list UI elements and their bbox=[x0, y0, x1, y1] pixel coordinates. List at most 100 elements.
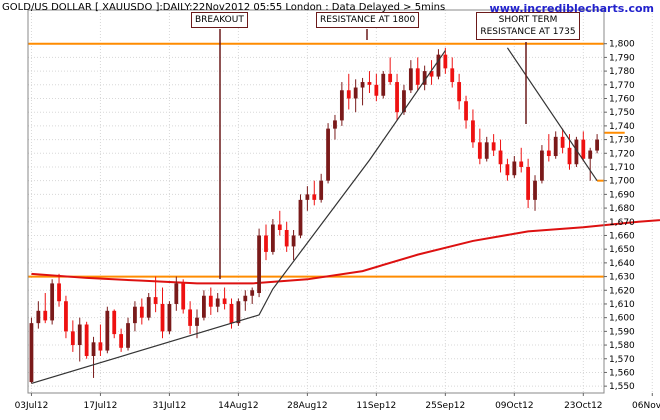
candle-body bbox=[208, 295, 213, 307]
candle-body bbox=[408, 68, 413, 91]
callout-pointers bbox=[219, 29, 527, 279]
candle bbox=[36, 301, 41, 329]
y-tick-label: 1,790 bbox=[609, 53, 635, 63]
candle-body bbox=[250, 290, 255, 296]
candle-body bbox=[533, 180, 537, 200]
candle bbox=[395, 73, 399, 121]
candle bbox=[181, 279, 186, 314]
y-tick-label: 1,700 bbox=[609, 177, 635, 187]
candle-body bbox=[567, 147, 572, 165]
candle-body bbox=[353, 87, 358, 99]
candle-body bbox=[512, 161, 517, 176]
candle bbox=[167, 301, 172, 335]
candle bbox=[57, 273, 61, 307]
candles bbox=[29, 47, 599, 384]
trendlines bbox=[31, 47, 598, 384]
candle-body bbox=[339, 90, 344, 121]
candle-body bbox=[291, 235, 296, 247]
candle bbox=[50, 279, 55, 325]
candle bbox=[471, 109, 475, 148]
callout-resistance-1800: RESISTANCE AT 1800 bbox=[316, 12, 420, 28]
grid bbox=[28, 10, 653, 393]
candle-body bbox=[264, 235, 268, 252]
callout-breakout-label: BREAKOUT bbox=[195, 15, 244, 25]
candle bbox=[243, 290, 248, 311]
candle bbox=[436, 49, 441, 80]
candle-body bbox=[98, 342, 103, 351]
y-tick-label: 1,710 bbox=[609, 163, 635, 173]
candle bbox=[553, 131, 558, 159]
candle bbox=[305, 186, 310, 211]
candle bbox=[119, 328, 124, 352]
candle bbox=[374, 73, 379, 102]
candle bbox=[222, 287, 227, 310]
candle bbox=[588, 147, 593, 181]
y-tick-label: 1,660 bbox=[609, 231, 635, 241]
callout-short-term-line2: RESISTANCE AT 1735 bbox=[480, 27, 576, 37]
candle bbox=[174, 276, 179, 311]
candle-body bbox=[526, 166, 531, 200]
x-tick-label: 25Sep12 bbox=[425, 401, 465, 411]
candle-body bbox=[202, 295, 206, 318]
candle bbox=[484, 136, 489, 162]
candle-body bbox=[84, 324, 89, 357]
candle-body bbox=[333, 120, 337, 129]
candle-body bbox=[581, 139, 586, 159]
candle-body bbox=[146, 297, 151, 318]
candle bbox=[581, 131, 586, 162]
callout-short-term-resistance: SHORT TERM RESISTANCE AT 1735 bbox=[476, 12, 580, 40]
y-tick-label: 1,730 bbox=[609, 136, 635, 146]
candle bbox=[429, 60, 434, 85]
candle-body bbox=[595, 139, 599, 151]
candle-body bbox=[236, 301, 241, 324]
y-tick-label: 1,580 bbox=[609, 341, 635, 351]
y-tick-label: 1,600 bbox=[609, 314, 635, 324]
candle bbox=[250, 287, 255, 304]
candle bbox=[505, 158, 510, 181]
candle bbox=[188, 301, 193, 335]
candle bbox=[91, 336, 96, 378]
candle-body bbox=[215, 298, 220, 307]
site-url[interactable]: www.incrediblecharts.com bbox=[489, 2, 654, 15]
candle bbox=[160, 287, 165, 339]
y-tick-label: 1,670 bbox=[609, 218, 635, 228]
candle bbox=[443, 47, 448, 74]
y-tick-label: 1,750 bbox=[609, 108, 635, 118]
y-tick-label: 1,680 bbox=[609, 204, 635, 214]
candle bbox=[540, 145, 544, 184]
candle-body bbox=[270, 224, 275, 252]
candle-body bbox=[126, 323, 130, 348]
y-tick-label: 1,760 bbox=[609, 94, 635, 104]
candle bbox=[319, 173, 324, 203]
candle-body bbox=[119, 334, 124, 348]
candle-body bbox=[181, 283, 186, 310]
candle-body bbox=[284, 229, 289, 247]
candle-body bbox=[298, 199, 303, 236]
candle bbox=[415, 57, 420, 91]
candle bbox=[519, 147, 524, 173]
y-tick-label: 1,720 bbox=[609, 149, 635, 159]
candle bbox=[84, 321, 89, 359]
candle-body bbox=[374, 84, 379, 96]
candle bbox=[277, 210, 282, 236]
candle bbox=[526, 158, 531, 209]
candle-body bbox=[436, 54, 441, 77]
candle-body bbox=[91, 342, 96, 357]
candle-body bbox=[553, 136, 558, 157]
candle bbox=[464, 95, 468, 129]
candle bbox=[388, 57, 393, 85]
candle-body bbox=[505, 164, 510, 176]
axes: 1,550 1,560 1,570 1,580 1,590 1,600 1,610 1,620… bbox=[15, 9, 660, 411]
candle-body bbox=[443, 54, 448, 69]
candle bbox=[153, 276, 158, 313]
candle bbox=[339, 82, 344, 126]
candle bbox=[498, 139, 503, 173]
candle-body bbox=[367, 82, 372, 85]
y-tick-label: 1,570 bbox=[609, 355, 635, 365]
candle-body bbox=[277, 224, 282, 230]
candle bbox=[533, 175, 537, 211]
candle-body bbox=[222, 298, 227, 304]
candle-body bbox=[498, 150, 503, 165]
candle-body bbox=[305, 194, 310, 200]
y-tick-label: 1,630 bbox=[609, 273, 635, 283]
